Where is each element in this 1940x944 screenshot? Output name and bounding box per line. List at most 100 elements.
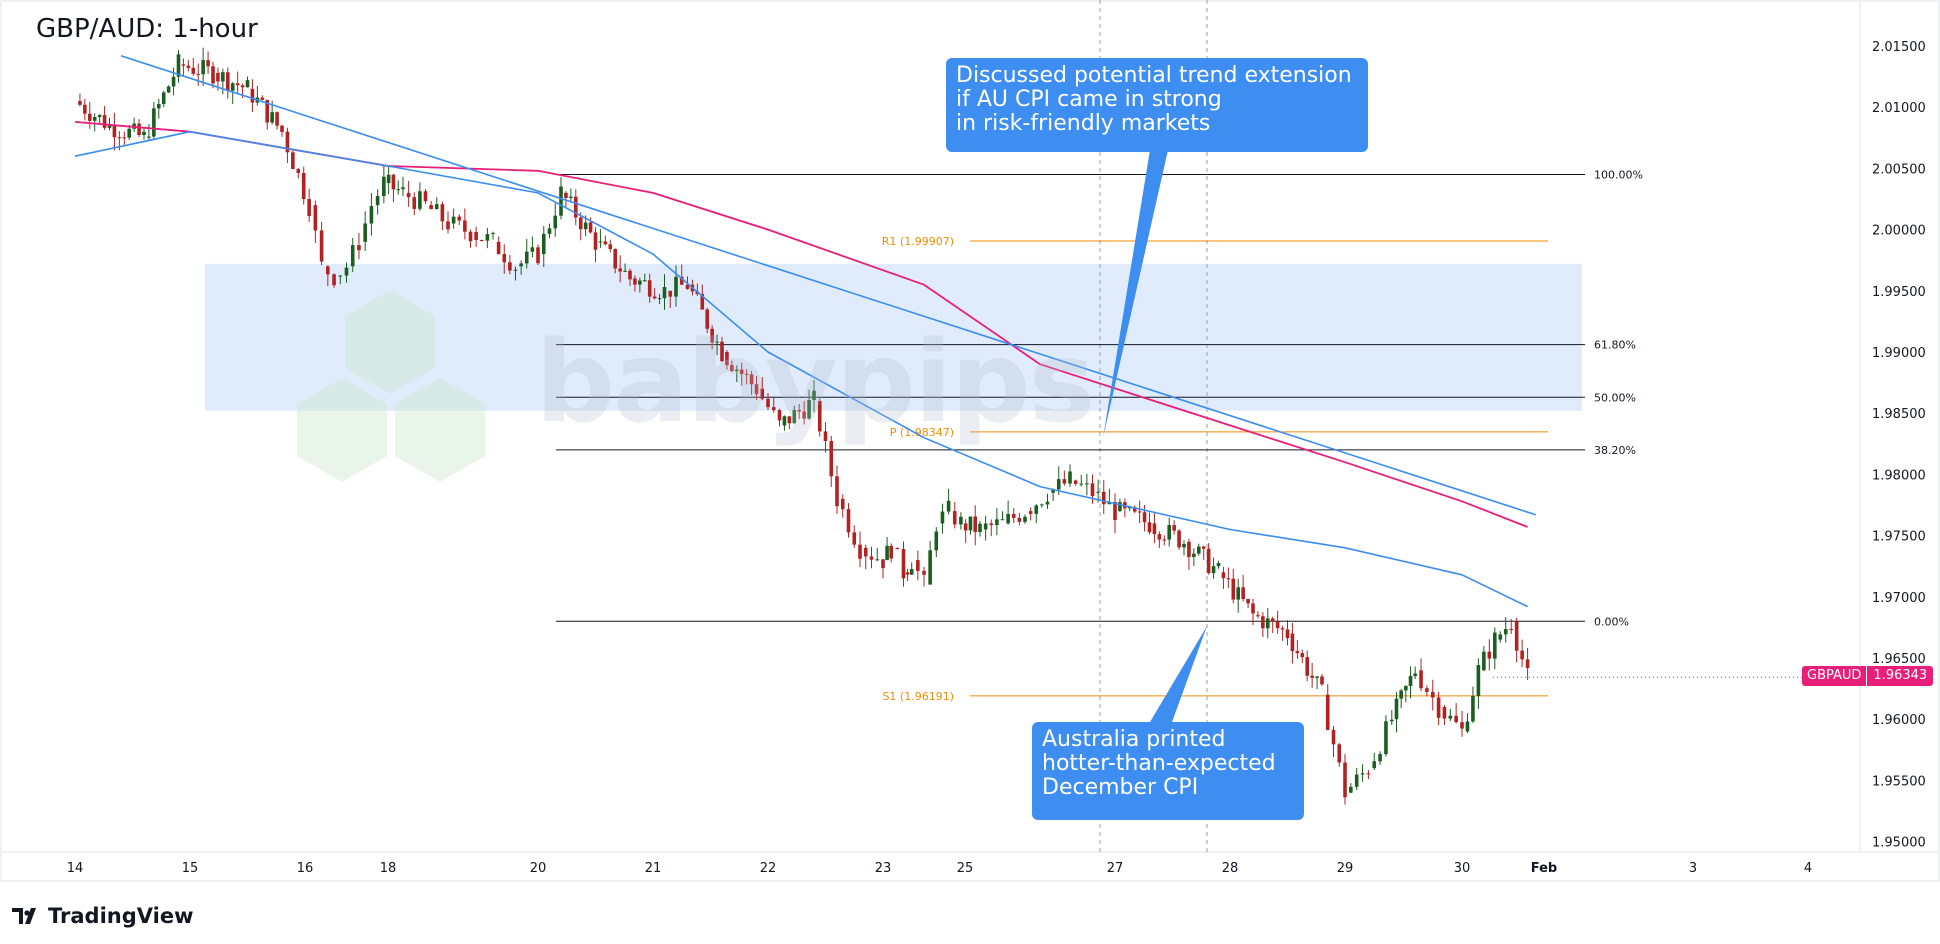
- candle-body: [1320, 676, 1324, 685]
- candle-body: [423, 191, 428, 202]
- candle-body: [1107, 501, 1112, 505]
- candle-body: [807, 400, 811, 419]
- candle-body: [766, 398, 770, 408]
- candle-body: [547, 228, 552, 234]
- candle-body: [674, 276, 678, 297]
- candle-body: [553, 215, 558, 229]
- candle-body: [652, 296, 657, 299]
- brand-label: TradingView: [48, 904, 194, 928]
- tradingview-brand[interactable]: TradingView: [12, 904, 193, 928]
- candle-body: [710, 328, 714, 343]
- candle-body: [245, 80, 250, 88]
- candle-body: [1413, 673, 1417, 677]
- candle-body: [1196, 546, 1201, 554]
- candle-body: [191, 67, 196, 74]
- x-tick-label: 25: [957, 861, 974, 876]
- candle-body: [412, 197, 417, 209]
- candle-body: [1206, 548, 1211, 574]
- candle-body: [301, 173, 306, 200]
- x-tick-label: Feb: [1531, 861, 1557, 876]
- x-tick-label: 20: [530, 861, 547, 876]
- candle-body: [491, 233, 495, 235]
- candle-body: [1000, 519, 1005, 521]
- fib-label-4: 0.00%: [1594, 615, 1629, 628]
- candle-body: [1525, 659, 1530, 668]
- candle-body: [725, 352, 729, 366]
- candle-body: [1152, 523, 1157, 535]
- candle-body: [1090, 483, 1095, 496]
- candle-body: [889, 545, 893, 559]
- candle-body: [1487, 651, 1492, 659]
- candle-body: [307, 199, 311, 216]
- fib-label-1: 61.80%: [1594, 339, 1636, 352]
- x-tick-label: 28: [1222, 861, 1239, 876]
- candle-body: [1354, 774, 1359, 787]
- candle-body: [647, 280, 652, 297]
- candle-body: [363, 223, 367, 242]
- candle-body: [1017, 517, 1022, 522]
- price-badge: GBPAUD 1.96343: [1802, 666, 1934, 686]
- candle-body: [1394, 698, 1399, 720]
- candle-body: [468, 231, 473, 242]
- candle-body: [1201, 546, 1206, 549]
- candle-body: [618, 268, 622, 272]
- candle-body: [973, 516, 978, 533]
- candle-body: [1187, 541, 1191, 558]
- candle-body: [291, 152, 295, 170]
- candle-body: [1465, 721, 1470, 732]
- candle-body: [700, 294, 705, 310]
- candle-body: [1211, 566, 1216, 574]
- pivot-label-2: S1 (1.96191): [882, 690, 954, 703]
- candle-body: [928, 550, 932, 585]
- watermark-text: babypips: [535, 318, 1095, 448]
- series-ma-fast: [74, 130, 1528, 608]
- candle-body: [720, 341, 724, 362]
- candle-body: [524, 251, 529, 264]
- candle-body: [1241, 587, 1245, 600]
- candle-body: [127, 128, 132, 138]
- candle-body: [858, 544, 862, 559]
- candle-body: [406, 192, 411, 198]
- candle-body: [1331, 729, 1336, 745]
- candle-body: [1425, 688, 1429, 692]
- candle-body: [782, 416, 787, 426]
- callout-top-pointer: [1103, 150, 1168, 438]
- candle-body: [152, 108, 156, 137]
- candle-body: [206, 60, 210, 67]
- x-tick-label: 3: [1689, 861, 1697, 876]
- candle-body: [1471, 695, 1475, 722]
- candle-body: [250, 88, 255, 103]
- y-tick-label: 2.01500: [1872, 40, 1926, 55]
- candle-body: [332, 274, 336, 286]
- candle-body: [1384, 721, 1388, 755]
- candle-body: [642, 280, 647, 282]
- candle-body: [569, 196, 573, 198]
- candle-body: [265, 99, 270, 123]
- candle-body: [156, 104, 161, 109]
- candle-body: [401, 187, 405, 190]
- candle-body: [446, 221, 450, 230]
- watermark-hex-left: [297, 378, 387, 482]
- candle-body: [705, 309, 710, 329]
- candle-body: [934, 531, 939, 551]
- x-tick-label: 4: [1804, 861, 1812, 876]
- candle-body: [823, 431, 828, 441]
- candle-body: [1256, 615, 1260, 617]
- candle-body: [829, 440, 834, 477]
- candle-body: [623, 270, 627, 272]
- candle-body: [350, 245, 355, 267]
- x-tick-label: 23: [875, 861, 892, 876]
- candle-body: [1028, 511, 1033, 514]
- candle-body: [679, 276, 684, 285]
- y-tick-label: 1.99500: [1872, 285, 1926, 300]
- candle-body: [583, 222, 588, 230]
- y-tick-label: 1.98000: [1872, 468, 1926, 483]
- candle-body: [1275, 621, 1280, 629]
- y-tick-label: 1.95500: [1872, 774, 1926, 789]
- candle-body: [313, 205, 318, 231]
- candle-body: [1137, 511, 1142, 513]
- candle-body: [1300, 653, 1305, 658]
- candle-body: [463, 220, 467, 232]
- candle-body: [1436, 697, 1441, 718]
- candle-body: [1246, 599, 1250, 604]
